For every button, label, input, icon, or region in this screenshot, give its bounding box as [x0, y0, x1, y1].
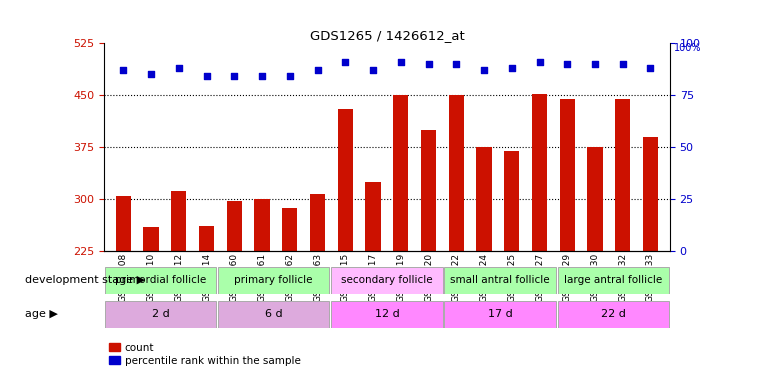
Legend: count, percentile rank within the sample: count, percentile rank within the sample	[109, 343, 300, 366]
Bar	[477, 147, 492, 375]
Point	[561, 61, 574, 67]
Point	[117, 67, 129, 73]
Bar	[199, 226, 214, 375]
Bar	[393, 95, 408, 375]
Point	[256, 74, 268, 80]
Point	[506, 65, 518, 71]
Text: 22 d: 22 d	[601, 309, 626, 319]
Text: secondary follicle: secondary follicle	[341, 275, 433, 285]
Text: age ▶: age ▶	[25, 309, 58, 319]
Bar	[218, 301, 330, 328]
Bar	[504, 151, 520, 375]
Bar	[116, 196, 131, 375]
Bar	[105, 267, 216, 294]
Text: small antral follicle: small antral follicle	[450, 275, 550, 285]
Point	[589, 61, 601, 67]
Title: GDS1265 / 1426612_at: GDS1265 / 1426612_at	[310, 29, 464, 42]
Point	[450, 61, 463, 67]
Point	[644, 65, 657, 71]
Bar	[282, 208, 297, 375]
Bar	[444, 267, 556, 294]
Bar	[643, 137, 658, 375]
Bar	[557, 267, 669, 294]
Bar	[143, 227, 159, 375]
Text: 12 d: 12 d	[374, 309, 400, 319]
Text: primary follicle: primary follicle	[235, 275, 313, 285]
Bar	[331, 301, 443, 328]
Bar	[331, 267, 443, 294]
Text: 17 d: 17 d	[487, 309, 513, 319]
Point	[172, 65, 185, 71]
Bar	[226, 201, 242, 375]
Bar	[366, 182, 380, 375]
Bar	[557, 301, 669, 328]
Text: development stage ▶: development stage ▶	[25, 275, 145, 285]
Text: 6 d: 6 d	[265, 309, 283, 319]
Bar	[105, 301, 216, 328]
Bar	[254, 199, 270, 375]
Point	[478, 67, 490, 73]
Bar	[449, 95, 464, 375]
Bar	[615, 99, 631, 375]
Point	[367, 67, 379, 73]
Point	[617, 61, 629, 67]
Point	[283, 74, 296, 80]
Bar	[444, 301, 556, 328]
Point	[339, 59, 351, 65]
Point	[534, 59, 546, 65]
Point	[311, 67, 323, 73]
Bar	[560, 99, 575, 375]
Bar	[588, 147, 603, 375]
Point	[423, 61, 435, 67]
Text: 100%: 100%	[674, 43, 701, 53]
Bar	[310, 194, 325, 375]
Bar	[338, 109, 353, 375]
Point	[395, 59, 407, 65]
Text: primordial follicle: primordial follicle	[115, 275, 206, 285]
Text: large antral follicle: large antral follicle	[564, 275, 662, 285]
Bar	[532, 94, 547, 375]
Point	[145, 71, 157, 77]
Point	[228, 74, 240, 80]
Bar	[171, 191, 186, 375]
Text: 2 d: 2 d	[152, 309, 169, 319]
Bar	[421, 130, 436, 375]
Point	[200, 74, 213, 80]
Bar	[218, 267, 330, 294]
